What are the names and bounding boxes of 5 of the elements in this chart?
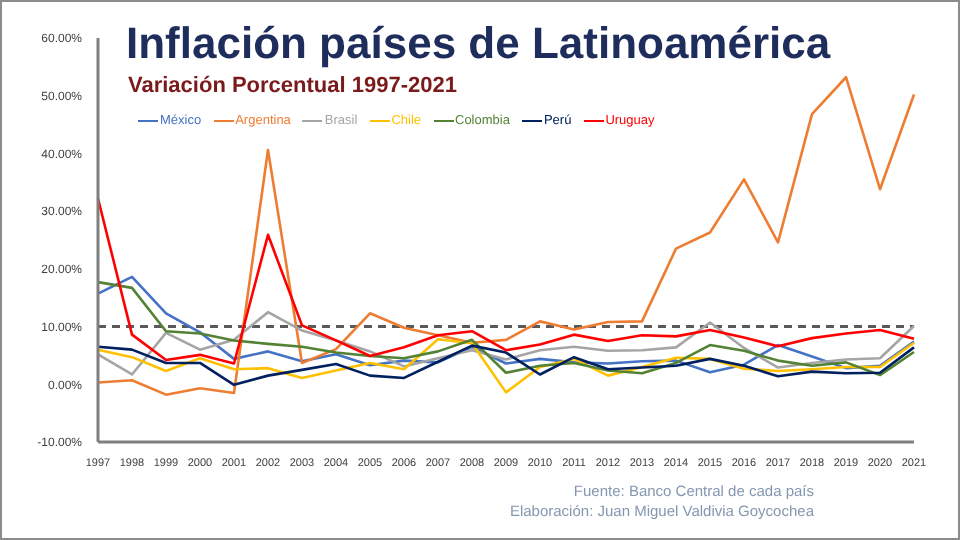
text: Variación Porcentual 1997-2021 xyxy=(128,74,457,98)
line-series xyxy=(96,310,916,376)
line-series xyxy=(96,197,916,365)
chart-title: Inflación países de Latinoamérica xyxy=(126,18,831,70)
line-series xyxy=(96,75,916,396)
